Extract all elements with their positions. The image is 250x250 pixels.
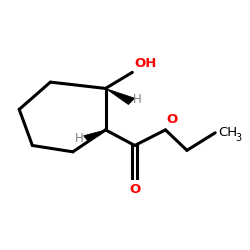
- Text: O: O: [166, 113, 178, 126]
- Text: CH: CH: [218, 126, 237, 139]
- Text: O: O: [129, 182, 140, 196]
- Text: OH: OH: [135, 58, 157, 70]
- Text: H: H: [75, 132, 84, 145]
- Polygon shape: [106, 88, 135, 104]
- Polygon shape: [84, 130, 106, 141]
- Text: H: H: [133, 93, 142, 106]
- Text: 3: 3: [236, 133, 242, 143]
